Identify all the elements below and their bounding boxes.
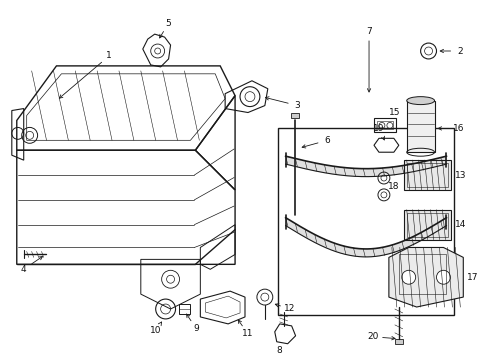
- Bar: [406, 100, 434, 152]
- Bar: [403, 210, 450, 239]
- Text: 3: 3: [294, 101, 300, 110]
- Bar: [406, 163, 447, 187]
- Bar: [277, 129, 453, 315]
- Text: 12: 12: [284, 305, 295, 314]
- Polygon shape: [388, 247, 462, 307]
- Bar: [394, 339, 402, 344]
- Bar: [178, 304, 190, 314]
- Ellipse shape: [406, 96, 434, 105]
- Text: 4: 4: [21, 265, 26, 274]
- Bar: [398, 255, 446, 294]
- Text: 13: 13: [454, 171, 465, 180]
- Bar: [403, 160, 450, 190]
- Text: 19: 19: [372, 124, 384, 133]
- Bar: [376, 121, 392, 129]
- Text: 10: 10: [150, 326, 161, 335]
- Text: 17: 17: [466, 273, 477, 282]
- Text: 1: 1: [106, 51, 112, 60]
- Text: 15: 15: [388, 108, 400, 117]
- Text: 11: 11: [242, 329, 253, 338]
- Text: 5: 5: [165, 19, 171, 28]
- Text: 20: 20: [366, 332, 378, 341]
- Text: 9: 9: [193, 324, 199, 333]
- Text: 14: 14: [454, 220, 465, 229]
- Text: 8: 8: [276, 346, 282, 355]
- Text: 18: 18: [387, 183, 399, 192]
- Text: 6: 6: [324, 136, 329, 145]
- Text: 16: 16: [452, 124, 463, 133]
- Bar: [290, 113, 298, 118]
- Bar: [373, 118, 395, 132]
- Bar: [406, 213, 447, 237]
- Text: 2: 2: [457, 46, 462, 55]
- Circle shape: [401, 270, 415, 284]
- Text: 7: 7: [366, 27, 371, 36]
- Circle shape: [436, 270, 449, 284]
